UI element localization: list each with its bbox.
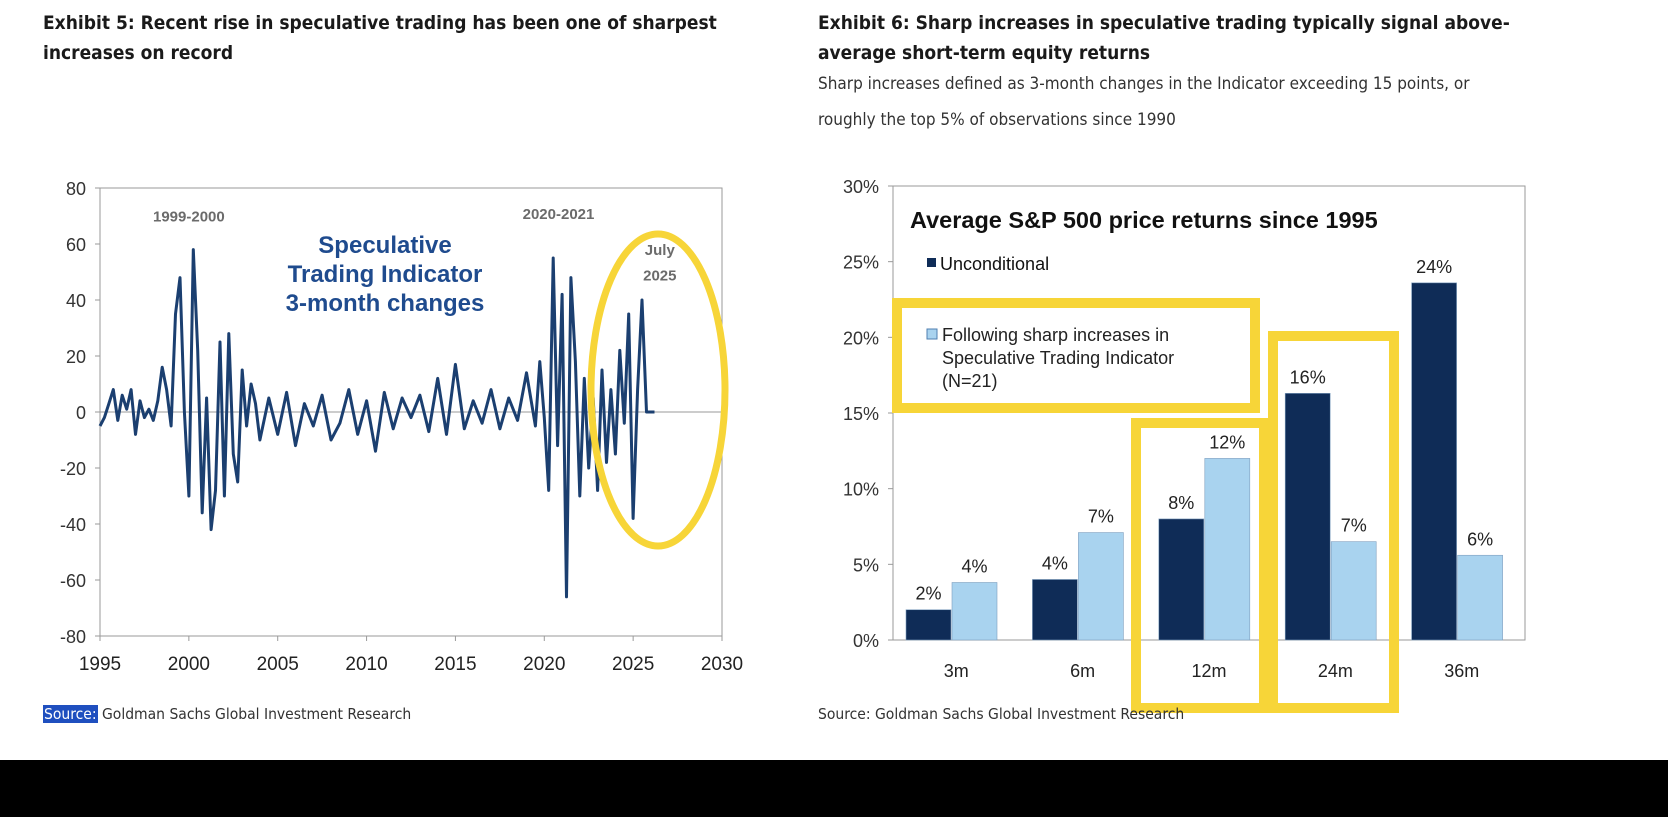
bar-data-label: 7% (1088, 507, 1114, 527)
y-tick-label: 40 (66, 291, 86, 311)
period-annotation: July (645, 242, 676, 259)
chart-title: Average S&P 500 price returns since 1995 (910, 207, 1378, 233)
bar-following-sharp-increase (951, 582, 998, 641)
bar-unconditional (1411, 282, 1457, 641)
bar-data-label: 6% (1467, 529, 1493, 549)
bar-following-sharp-increase (1078, 532, 1124, 641)
period-annotation: 2020-2021 (523, 206, 595, 223)
bar-following-sharp-increase (1204, 458, 1251, 641)
exhibit-5-title: Exhibit 5: Recent rise in speculative tr… (43, 12, 717, 64)
x-tick-label: 2030 (701, 654, 743, 675)
x-tick-label: 1995 (79, 654, 121, 675)
legend-label-following-line: Following sharp increases in (942, 325, 1169, 345)
x-tick-label: 2000 (168, 654, 210, 675)
bar-data-label: 7% (1341, 516, 1367, 536)
y-tick-label: 5% (853, 555, 879, 575)
bar-data-label: 24% (1416, 257, 1452, 277)
x-tick-label: 2005 (257, 654, 299, 675)
exhibit-6-subtitle: Sharp increases defined as 3-month chang… (818, 74, 1470, 130)
legend-label-following-line: Speculative Trading Indicator (942, 348, 1174, 368)
exhibit-6-title: Exhibit 6: Sharp increases in speculativ… (818, 12, 1510, 64)
y-tick-label: -40 (60, 515, 86, 535)
bar-data-label: 8% (1168, 493, 1194, 513)
chart-title-line: Speculative (318, 232, 451, 259)
y-tick-label: 20 (66, 347, 86, 367)
x-tick-label: 2010 (345, 654, 387, 675)
bar-unconditional (1158, 518, 1205, 641)
exhibit-5-source: Source: Goldman Sachs Global Investment … (43, 705, 411, 723)
source-label-highlighted: Source: (43, 705, 98, 723)
x-category-label: 6m (1070, 661, 1095, 681)
bar-unconditional (1284, 393, 1331, 641)
indicator-line-series (98, 248, 655, 599)
bar-data-label: 12% (1209, 432, 1245, 452)
y-tick-label: 80 (66, 179, 86, 199)
highlight-box-legend (892, 298, 1260, 413)
y-tick-label: 30% (843, 177, 879, 197)
x-category-label: 36m (1444, 661, 1479, 681)
x-category-label: 24m (1318, 661, 1353, 681)
y-tick-label: 60 (66, 235, 86, 255)
bar-data-label: 2% (915, 584, 941, 604)
legend-label-unconditional: Unconditional (940, 254, 1049, 274)
exhibit-6-source: Source: Goldman Sachs Global Investment … (818, 705, 1185, 723)
exhibit-6-bar-chart: 0% 5% 10% 15% 20% 25% 30% Average S&P 500 price… (843, 177, 1526, 713)
y-tick-label: -60 (60, 571, 86, 591)
x-tick-label: 2020 (523, 654, 565, 675)
highlight-box-12m (1131, 418, 1269, 713)
y-tick-label: 0 (76, 403, 86, 423)
x-tick-label: 2025 (612, 654, 654, 675)
legend-swatch-unconditional (927, 258, 936, 267)
bar-data-label: 16% (1290, 367, 1326, 387)
bar-data-label: 4% (961, 556, 987, 576)
highlight-box-24m (1268, 331, 1399, 713)
legend-swatch-following (926, 328, 938, 340)
period-annotation: 1999-2000 (153, 209, 225, 226)
x-category-label: 3m (944, 661, 969, 681)
legend-label-following-line: (N=21) (942, 371, 998, 391)
chart-title-line: Trading Indicator (288, 261, 483, 288)
y-tick-label: 15% (843, 404, 879, 424)
source-text: Goldman Sachs Global Investment Research (97, 705, 412, 723)
y-tick-label: 25% (843, 253, 879, 273)
y-tick-label: 20% (843, 328, 879, 348)
exhibit-5-line-chart: -80 -60 -40 -20 0 20 40 60 80 1995 2000 2005 2010 201… (60, 179, 743, 675)
chart-title-line: 3-month changes (286, 290, 485, 317)
highlight-ellipse (587, 230, 729, 550)
bar-data-label: 4% (1042, 553, 1068, 573)
y-tick-label: -80 (60, 627, 86, 647)
x-tick-label: 2015 (434, 654, 476, 675)
y-tick-label: -20 (60, 459, 86, 479)
period-annotation: 2025 (643, 267, 676, 284)
y-tick-label: 0% (853, 631, 879, 651)
x-category-label: 12m (1191, 661, 1226, 681)
report-panel: Exhibit 5: Recent rise in speculative tr… (0, 0, 1668, 760)
bar-following-sharp-increase (1457, 554, 1503, 641)
bar-unconditional (1032, 579, 1078, 641)
y-tick-label: 10% (843, 480, 879, 500)
bar-following-sharp-increase (1330, 541, 1377, 641)
bar-unconditional (905, 609, 952, 641)
